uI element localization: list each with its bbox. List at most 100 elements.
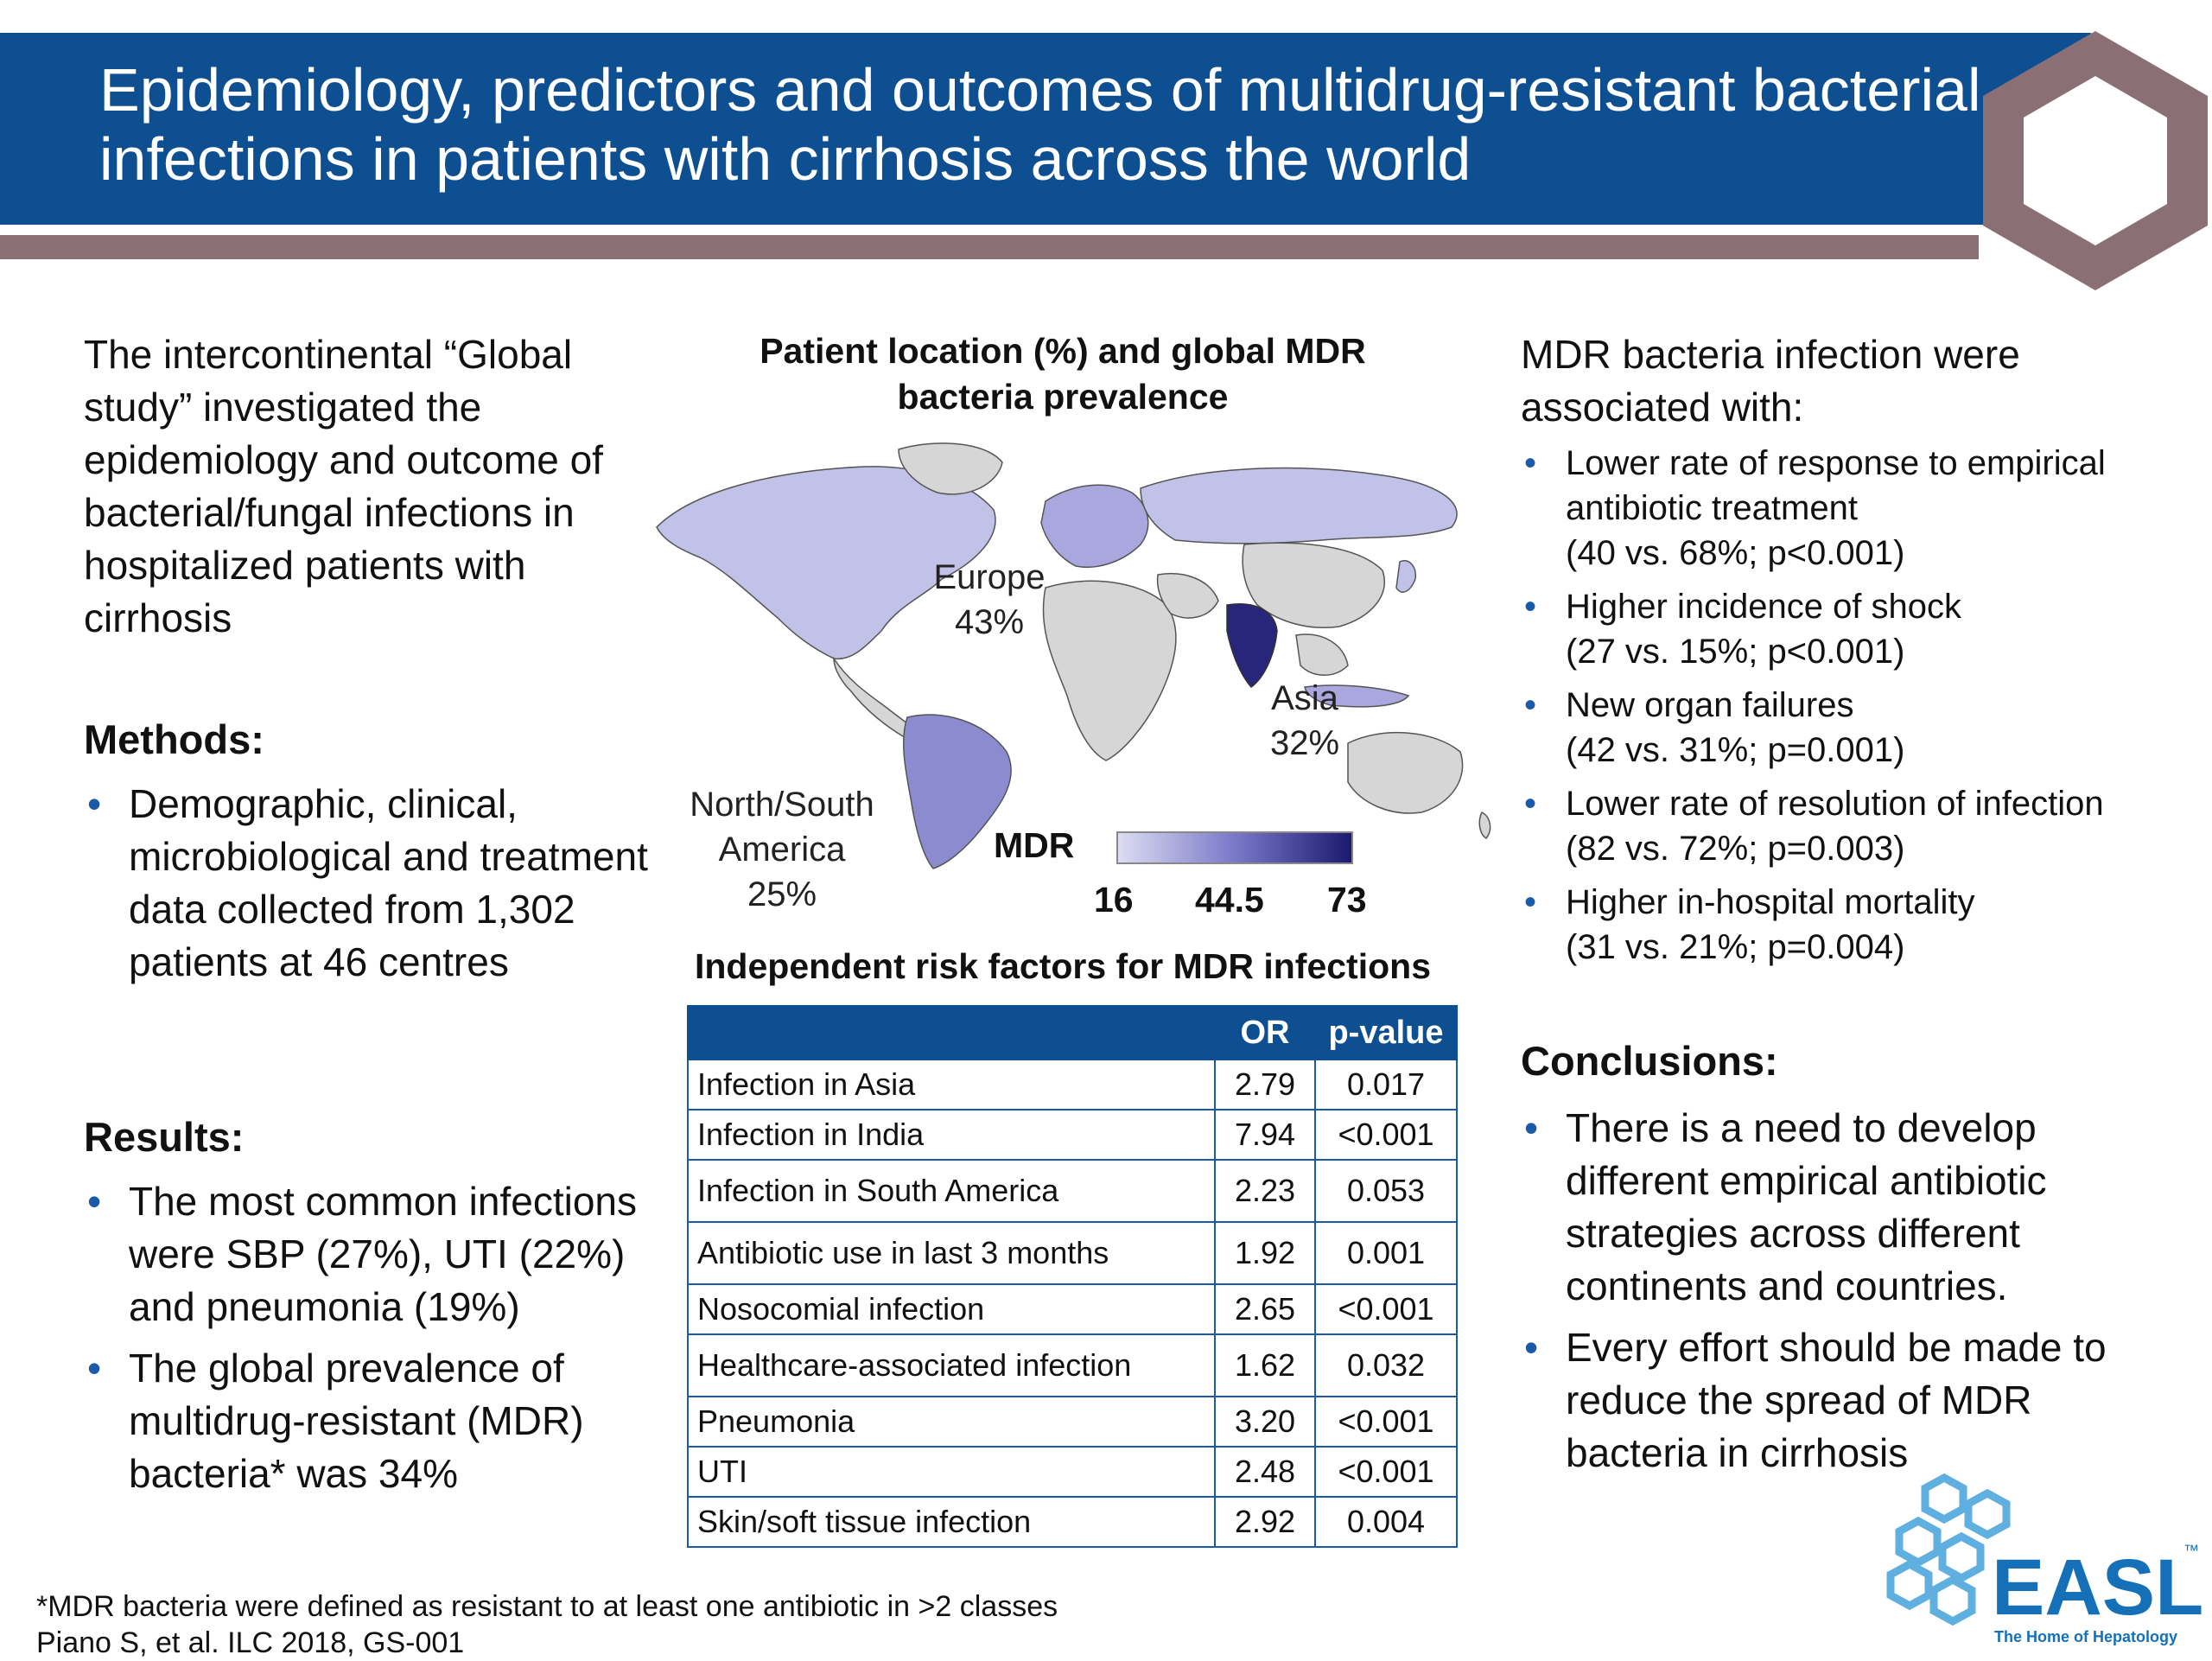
or-cell: 7.94 bbox=[1214, 1109, 1316, 1161]
association-stat: (27 vs. 15%; p<0.001) bbox=[1566, 633, 1905, 671]
association-item: Lower rate of response to empirical anti… bbox=[1521, 441, 2177, 576]
p-value-cell: <0.001 bbox=[1314, 1396, 1458, 1448]
associations-intro: MDR bacteria infection were associated w… bbox=[1521, 332, 2020, 430]
table-row: Skin/soft tissue infection 2.92 0.004 bbox=[687, 1496, 1458, 1548]
header-band bbox=[0, 33, 2091, 225]
p-value-cell: 0.032 bbox=[1314, 1333, 1458, 1397]
hexagon-cluster-icon bbox=[1886, 1473, 2011, 1626]
factor-cell: Pneumonia bbox=[687, 1396, 1216, 1448]
table-row: Nosocomial infection 2.65 <0.001 bbox=[687, 1283, 1458, 1335]
association-text: Lower rate of response to empirical anti… bbox=[1566, 444, 2106, 527]
association-stat: (31 vs. 21%; p=0.004) bbox=[1566, 928, 1905, 966]
legend-color-bar bbox=[1116, 831, 1353, 864]
p-value-cell: 0.004 bbox=[1314, 1496, 1458, 1548]
p-value-cell: <0.001 bbox=[1314, 1109, 1458, 1161]
factor-cell: Infection in South America bbox=[687, 1159, 1216, 1223]
risk-factor-table: OR p-value Infection in Asia 2.79 0.017 In… bbox=[687, 1005, 1458, 1548]
association-stat: (42 vs. 31%; p=0.001) bbox=[1566, 731, 1905, 769]
americas-label: North/South America 25% bbox=[665, 782, 899, 917]
association-text: New organ failures bbox=[1566, 686, 1854, 724]
japan-region bbox=[1395, 560, 1416, 593]
or-cell: 2.65 bbox=[1214, 1283, 1316, 1335]
factor-cell: Nosocomial infection bbox=[687, 1283, 1216, 1335]
region-name: Asia bbox=[1271, 679, 1338, 717]
or-cell: 2.92 bbox=[1214, 1496, 1316, 1548]
column-header: p-value bbox=[1314, 1005, 1458, 1060]
header-stripe bbox=[0, 235, 1979, 259]
south-america-region bbox=[903, 714, 1012, 869]
southeast-asia-region bbox=[1295, 633, 1349, 676]
table-header-row: OR p-value bbox=[687, 1005, 1458, 1060]
greenland-region bbox=[898, 442, 1003, 495]
legend-tick: 16 bbox=[1094, 880, 1134, 920]
page-title: Epidemiology, predictors and outcomes of… bbox=[99, 56, 1981, 193]
europe-region bbox=[1040, 484, 1149, 568]
table-row: Antibiotic use in last 3 months 1.92 0.001 bbox=[687, 1221, 1458, 1285]
india-region bbox=[1226, 603, 1278, 689]
table-row: UTI 2.48 <0.001 bbox=[687, 1446, 1458, 1498]
north-america-region bbox=[656, 466, 996, 660]
column-header bbox=[687, 1005, 1216, 1060]
region-percent: 43% bbox=[954, 603, 1025, 641]
association-text: Higher incidence of shock bbox=[1566, 588, 1962, 626]
map-title: Patient location (%) and global MDR bact… bbox=[760, 331, 1366, 417]
results-list: The most common infections were SBP (27%… bbox=[84, 1175, 689, 1500]
or-cell: 1.62 bbox=[1214, 1333, 1316, 1397]
factor-cell: UTI bbox=[687, 1446, 1216, 1498]
europe-label: Europe 43% bbox=[903, 555, 1076, 645]
results-heading: Results: bbox=[84, 1114, 245, 1160]
africa-region bbox=[1042, 580, 1177, 761]
table-row: Infection in South America 2.23 0.053 bbox=[687, 1159, 1458, 1223]
methods-list: Demographic, clinical, microbiological a… bbox=[84, 778, 689, 989]
factor-cell: Healthcare-associated infection bbox=[687, 1333, 1216, 1397]
intro-text: The intercontinental “Global study” inve… bbox=[84, 332, 603, 640]
table-row: Pneumonia 3.20 <0.001 bbox=[687, 1396, 1458, 1448]
or-cell: 2.48 bbox=[1214, 1446, 1316, 1498]
table-row: Infection in Asia 2.79 0.017 bbox=[687, 1059, 1458, 1111]
conclusions-heading: Conclusions: bbox=[1521, 1038, 1778, 1084]
central-america-region bbox=[833, 656, 918, 737]
citation-text: Piano S, et al. ILC 2018, GS-001 bbox=[36, 1626, 465, 1659]
indonesia-region bbox=[1304, 684, 1410, 708]
association-item: Higher incidence of shock (27 vs. 15%; p<… bbox=[1521, 584, 2177, 674]
factor-cell: Antibiotic use in last 3 months bbox=[687, 1221, 1216, 1285]
table-row: Healthcare-associated infection 1.62 0.032 bbox=[687, 1333, 1458, 1397]
methods-item: Demographic, clinical, microbiological a… bbox=[84, 778, 689, 989]
or-cell: 1.92 bbox=[1214, 1221, 1316, 1285]
legend-tick: 44.5 bbox=[1195, 880, 1264, 920]
footnote-text: *MDR bacteria were defined as resistant … bbox=[36, 1590, 1058, 1623]
asia-label: Asia 32% bbox=[1249, 676, 1361, 766]
association-item: Higher in-hospital mortality (31 vs. 21%;… bbox=[1521, 880, 2177, 970]
logo-wordmark: EASL bbox=[1992, 1543, 2203, 1632]
logo-trademark: ™ bbox=[2183, 1542, 2199, 1559]
region-percent: 25% bbox=[747, 875, 817, 913]
or-cell: 3.20 bbox=[1214, 1396, 1316, 1448]
p-value-cell: 0.001 bbox=[1314, 1221, 1458, 1285]
australia-region bbox=[1347, 731, 1464, 814]
footnote: *MDR bacteria were defined as resistant … bbox=[36, 1588, 1058, 1661]
new-zealand-region bbox=[1478, 811, 1491, 839]
world-map bbox=[656, 442, 1491, 869]
table-row: Infection in India 7.94 <0.001 bbox=[687, 1109, 1458, 1161]
p-value-cell: 0.017 bbox=[1314, 1059, 1458, 1111]
column-header: OR bbox=[1214, 1005, 1316, 1060]
conclusions-list: There is a need to develop different emp… bbox=[1521, 1102, 2177, 1488]
association-stat: (40 vs. 68%; p<0.001) bbox=[1566, 534, 1905, 572]
p-value-cell: 0.053 bbox=[1314, 1159, 1458, 1223]
p-value-cell: <0.001 bbox=[1314, 1446, 1458, 1498]
results-item: The global prevalence of multidrug-resis… bbox=[84, 1342, 689, 1500]
region-name: Europe bbox=[933, 558, 1046, 596]
p-value-cell: <0.001 bbox=[1314, 1283, 1458, 1335]
table-title: Independent risk factors for MDR infecti… bbox=[695, 946, 1431, 986]
region-percent: 32% bbox=[1269, 724, 1340, 762]
region-name: North/South America bbox=[690, 786, 874, 869]
or-cell: 2.79 bbox=[1214, 1059, 1316, 1111]
legend-tick: 73 bbox=[1327, 880, 1367, 920]
factor-cell: Skin/soft tissue infection bbox=[687, 1496, 1216, 1548]
conclusion-item: Every effort should be made to reduce th… bbox=[1521, 1321, 2177, 1480]
middle-east-region bbox=[1156, 573, 1219, 619]
or-cell: 2.23 bbox=[1214, 1159, 1316, 1223]
logo-tagline: The Home of Hepatology bbox=[1994, 1628, 2177, 1645]
factor-cell: Infection in India bbox=[687, 1109, 1216, 1161]
north-asia-region bbox=[1140, 467, 1458, 544]
